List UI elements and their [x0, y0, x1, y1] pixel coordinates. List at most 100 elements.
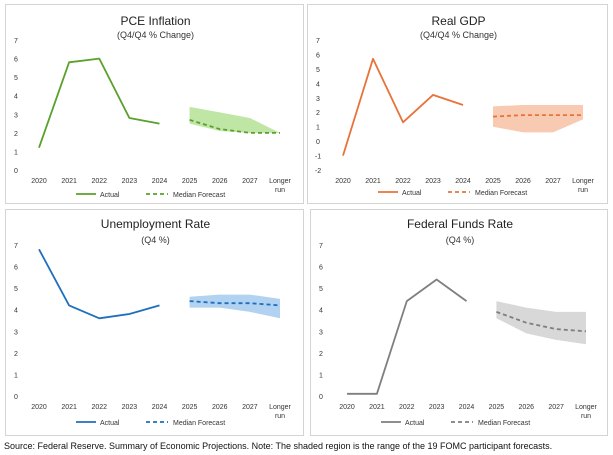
actual-series-line	[342, 57, 464, 156]
x-tick-label: Longer	[575, 404, 597, 411]
real-gdp-chart: Real GDP (Q4/Q4 % Change) -2 -1 0 1 2 3 4 5 6 7 2020…	[315, 14, 595, 197]
legend-label-median: Median Forecast	[478, 420, 530, 427]
legend-label-median: Median Forecast	[173, 420, 225, 427]
legend-label-median: Median Forecast	[173, 192, 225, 199]
x-tick-label: 2027	[242, 404, 258, 411]
x-tick-label: 2027	[548, 404, 564, 411]
x-tick-label: 2021	[365, 178, 381, 185]
x-tick-label: 2023	[425, 178, 441, 185]
x-tick-label: 2025	[182, 404, 198, 411]
y-tick-label: 6	[319, 265, 323, 272]
median-forecast-line	[189, 300, 281, 307]
chart-subtitle: (Q4/Q4 % Change)	[117, 30, 194, 40]
x-tick-label: Longer	[269, 404, 291, 411]
y-tick-label: 6	[14, 57, 18, 64]
median-forecast-line	[496, 311, 587, 333]
x-tick-label: 2020	[31, 404, 47, 411]
y-tick-label: 2	[14, 131, 18, 138]
chart-panel-pce-inflation: PCE Inflation (Q4/Q4 % Change) 0 1 2 3 4 5 6 7 202…	[5, 4, 304, 204]
legend-label-actual: Actual	[100, 192, 120, 199]
x-tick-label: 2024	[152, 404, 168, 411]
y-tick-label: 7	[319, 243, 323, 250]
median-forecast-line	[492, 114, 583, 118]
chart-title: Unemployment Rate	[101, 217, 211, 231]
unemployment-rate-chart: Unemployment Rate (Q4 %) 0 1 2 3 4 5 6 7 2020 2021 2…	[14, 217, 292, 427]
y-tick-label: 3	[14, 112, 18, 119]
y-tick-label: -2	[315, 168, 321, 175]
y-tick-label: 5	[14, 286, 18, 293]
chart-subtitle: (Q4 %)	[446, 235, 475, 245]
x-tick-label: 2027	[242, 178, 258, 185]
x-tick-label-cont: run	[275, 413, 285, 420]
x-tick-label: 2021	[61, 404, 77, 411]
y-tick-label: 5	[316, 67, 320, 74]
legend-label-actual: Actual	[100, 420, 120, 427]
x-tick-label: 2025	[182, 178, 198, 185]
x-tick-label: 2020	[339, 404, 355, 411]
chart-title: Federal Funds Rate	[407, 217, 513, 231]
x-tick-label-cont: run	[578, 187, 588, 194]
x-tick-label: 2022	[91, 178, 107, 185]
chart-panel-real-gdp: Real GDP (Q4/Q4 % Change) -2 -1 0 1 2 3 4 5 6 7 2020…	[307, 4, 608, 204]
y-tick-label: 7	[316, 38, 320, 45]
y-tick-label: 5	[14, 75, 18, 82]
x-tick-label: 2020	[31, 178, 47, 185]
y-tick-label: 3	[14, 329, 18, 336]
forecast-range-band	[493, 105, 583, 133]
x-tick-label: 2023	[122, 178, 138, 185]
x-tick-label: Longer	[572, 178, 594, 185]
y-tick-label: 2	[316, 110, 320, 117]
legend-label-median: Median Forecast	[475, 190, 527, 197]
chart-title: PCE Inflation	[120, 14, 190, 28]
y-tick-label: 3	[316, 96, 320, 103]
x-tick-label: 2026	[518, 404, 534, 411]
chart-title: Real GDP	[431, 14, 485, 28]
y-tick-label: 6	[316, 52, 320, 59]
y-tick-label: 4	[319, 308, 323, 315]
y-tick-label: 7	[14, 38, 18, 45]
x-tick-label: 2021	[61, 178, 77, 185]
y-tick-label: 0	[14, 394, 18, 401]
pce-inflation-chart: PCE Inflation (Q4/Q4 % Change) 0 1 2 3 4 5 6 7 202…	[14, 14, 292, 199]
x-tick-label: 2023	[122, 404, 138, 411]
y-tick-label: -1	[315, 154, 321, 161]
y-tick-label: 5	[319, 286, 323, 293]
forecast-range-band	[496, 301, 586, 345]
x-tick-label: 2022	[91, 404, 107, 411]
federal-funds-rate-chart: Federal Funds Rate (Q4 %) 0 1 2 3 4 5 6 7 2020 2021…	[319, 217, 598, 427]
x-tick-label: 2022	[399, 404, 415, 411]
x-tick-label: 2024	[455, 178, 471, 185]
chart-panel-federal-funds-rate: Federal Funds Rate (Q4 %) 0 1 2 3 4 5 6 7 2020 2021…	[310, 209, 608, 436]
y-tick-label: 4	[14, 94, 18, 101]
y-tick-label: 1	[14, 372, 18, 379]
y-tick-label: 0	[316, 139, 320, 146]
x-tick-label: 2021	[369, 404, 385, 411]
chart-subtitle: (Q4/Q4 % Change)	[420, 30, 497, 40]
y-tick-label: 2	[319, 351, 323, 358]
actual-series-line	[347, 278, 468, 395]
x-tick-label: 2022	[395, 178, 411, 185]
actual-series-line	[38, 57, 160, 148]
y-tick-label: 4	[316, 81, 320, 88]
forecast-range-band	[189, 294, 280, 319]
y-tick-label: 1	[319, 372, 323, 379]
legend-label-actual: Actual	[402, 190, 422, 197]
y-tick-label: 0	[14, 168, 18, 175]
y-tick-label: 6	[14, 265, 18, 272]
y-tick-label: 4	[14, 308, 18, 315]
x-tick-label: 2024	[152, 178, 168, 185]
chart-panel-unemployment-rate: Unemployment Rate (Q4 %) 0 1 2 3 4 5 6 7 2020 2021 2…	[5, 209, 304, 436]
x-tick-label-cont: run	[275, 187, 285, 194]
x-tick-label: 2026	[212, 178, 228, 185]
x-tick-label: 2024	[459, 404, 475, 411]
y-tick-label: 7	[14, 243, 18, 250]
y-tick-label: 0	[319, 394, 323, 401]
median-forecast-line	[189, 119, 280, 134]
y-tick-label: 2	[14, 351, 18, 358]
x-tick-label: Longer	[269, 178, 291, 185]
actual-series-line	[38, 248, 160, 320]
y-tick-label: 1	[316, 125, 320, 132]
x-tick-label: 2025	[485, 178, 501, 185]
x-tick-label-cont: run	[581, 413, 591, 420]
x-tick-label: 2026	[212, 404, 228, 411]
